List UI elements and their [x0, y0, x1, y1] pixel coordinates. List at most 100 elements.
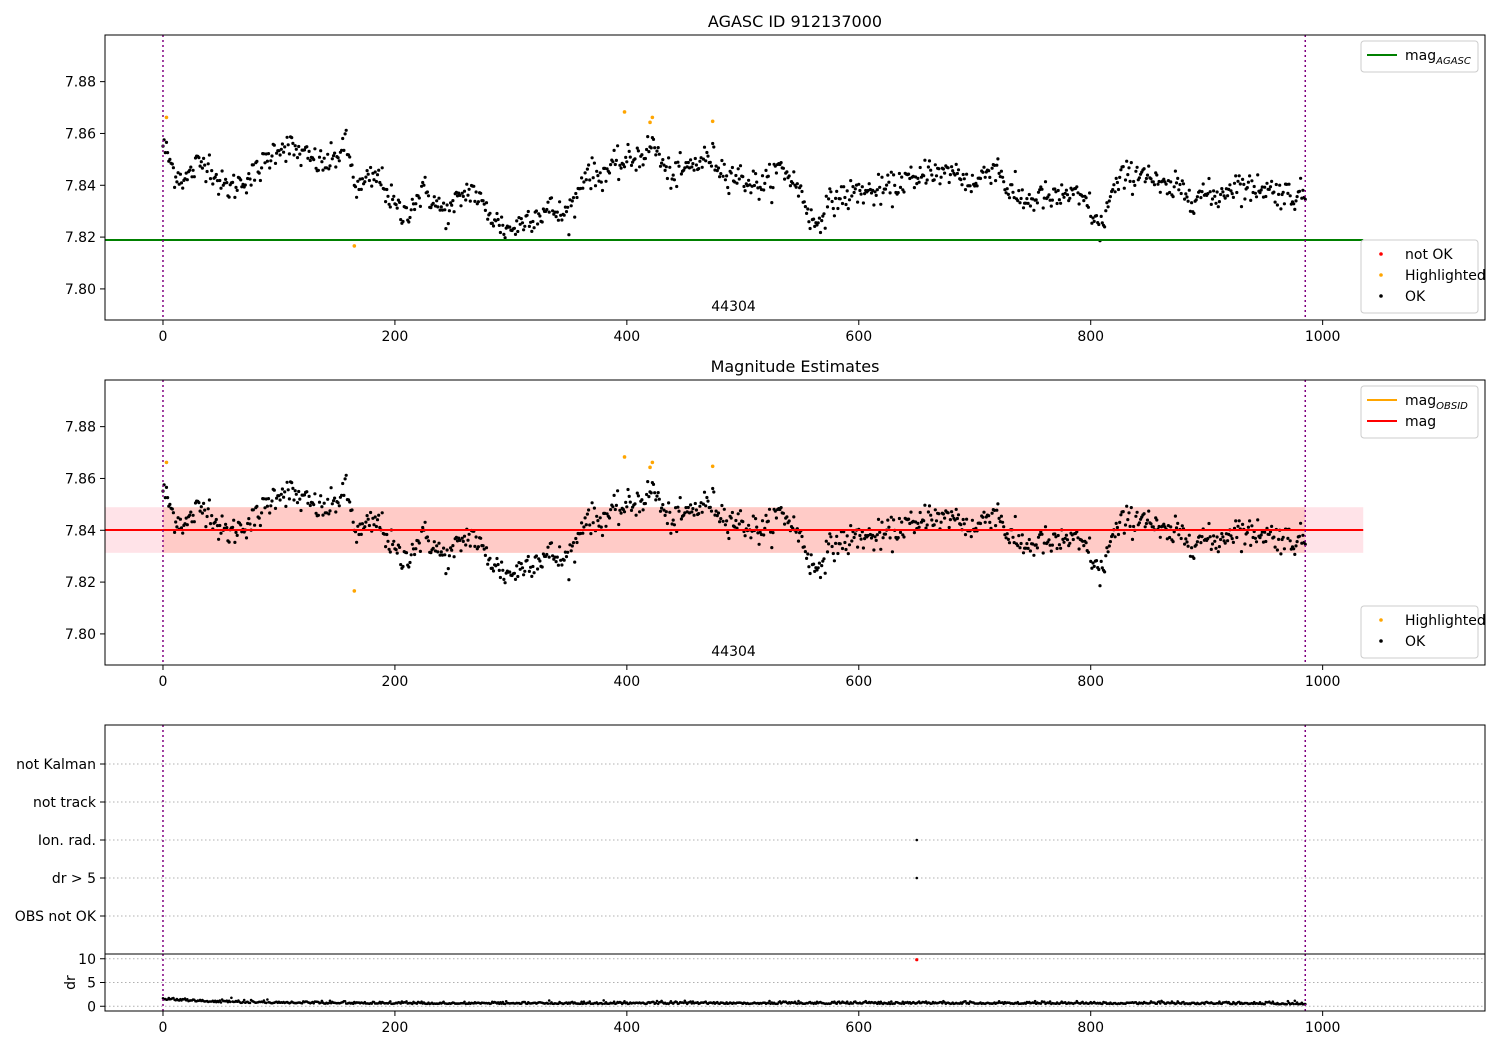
dr-point — [655, 999, 659, 1003]
ok-point — [857, 182, 861, 186]
ok-point — [636, 494, 641, 498]
ok-point — [836, 551, 840, 556]
ok-point — [611, 160, 615, 164]
ok-point — [473, 199, 477, 203]
ok-point — [431, 201, 435, 205]
ok-point — [1103, 225, 1107, 229]
ok-point — [436, 550, 440, 554]
ok-point — [391, 542, 395, 547]
ok-point — [794, 185, 798, 189]
ok-point — [1219, 192, 1223, 197]
ok-point — [646, 480, 650, 484]
ok-point — [385, 532, 389, 537]
ok-point — [668, 510, 672, 514]
ok-point — [204, 525, 208, 529]
ok-point — [503, 581, 507, 585]
ok-point — [774, 171, 779, 175]
ok-point — [564, 210, 569, 214]
ok-point — [313, 492, 317, 496]
ok-point — [340, 148, 344, 152]
ok-point — [570, 199, 574, 203]
ok-point — [1201, 182, 1205, 186]
flag-label: dr > 5 — [52, 871, 96, 887]
ok-point — [1254, 540, 1259, 544]
x-tick-label: 800 — [1077, 1020, 1104, 1036]
ok-point — [669, 186, 673, 190]
ok-point — [638, 165, 642, 169]
x-tick-label: 0 — [159, 329, 168, 345]
ok-point — [878, 185, 882, 189]
ok-point — [1129, 161, 1133, 165]
ok-point — [190, 175, 194, 179]
ok-point — [947, 180, 951, 185]
ok-point — [268, 166, 272, 170]
ok-point — [1294, 544, 1298, 548]
ok-point — [791, 526, 795, 530]
ok-point — [580, 521, 584, 525]
ok-point — [1256, 173, 1260, 177]
ok-point — [1187, 533, 1191, 537]
ok-point — [590, 156, 594, 160]
ok-point — [495, 556, 499, 561]
ok-point — [653, 491, 657, 495]
ok-point — [697, 511, 701, 516]
dr-point — [411, 1002, 414, 1006]
ok-point — [522, 573, 526, 577]
ok-point — [654, 153, 658, 157]
ok-point — [399, 218, 403, 222]
ok-point — [251, 163, 255, 167]
ok-point — [319, 149, 323, 153]
ok-point — [587, 163, 591, 167]
ok-point — [459, 204, 463, 208]
ok-point — [817, 561, 822, 565]
ok-point — [286, 143, 290, 147]
ok-point — [273, 506, 278, 510]
ok-point — [450, 548, 454, 552]
ok-point — [1194, 198, 1198, 202]
ok-point — [1021, 206, 1026, 210]
ok-point — [853, 187, 857, 191]
ok-point — [1242, 182, 1246, 186]
ok-point — [1173, 169, 1177, 173]
ok-point — [655, 494, 659, 498]
ok-point — [1092, 564, 1096, 569]
ok-point — [566, 550, 570, 554]
ok-point — [185, 178, 189, 182]
ok-point — [387, 202, 391, 206]
ok-point — [1263, 185, 1267, 189]
ok-point — [384, 200, 388, 204]
ok-point — [308, 503, 312, 508]
ok-point — [876, 172, 881, 176]
ok-point — [1145, 173, 1150, 177]
ok-point — [1082, 544, 1086, 548]
ok-point — [1270, 524, 1274, 529]
ok-point — [627, 494, 631, 498]
ok-point — [1184, 192, 1188, 196]
ok-point — [624, 500, 628, 504]
ok-point — [251, 508, 255, 512]
ok-point — [1104, 554, 1108, 558]
ok-point — [211, 182, 215, 186]
ok-point — [1249, 543, 1253, 548]
ok-point — [1145, 518, 1150, 522]
ok-point — [1071, 537, 1075, 542]
ok-point — [787, 519, 791, 523]
ok-point — [672, 523, 677, 527]
ok-point — [633, 502, 637, 506]
ok-point — [1006, 192, 1011, 196]
ok-point — [677, 164, 681, 168]
ok-point — [445, 203, 449, 207]
ok-point — [560, 218, 564, 222]
ok-point — [328, 509, 332, 513]
ok-point — [585, 512, 590, 516]
ok-point — [700, 510, 704, 514]
flag-label: not track — [33, 795, 97, 811]
ok-point — [272, 143, 276, 147]
ok-point — [1169, 180, 1173, 184]
ok-point — [1047, 193, 1051, 197]
ok-point — [887, 180, 891, 184]
ok-point — [414, 547, 418, 551]
y-tick-label: 0 — [87, 999, 96, 1015]
ok-point — [374, 524, 378, 529]
ok-point — [712, 145, 716, 149]
